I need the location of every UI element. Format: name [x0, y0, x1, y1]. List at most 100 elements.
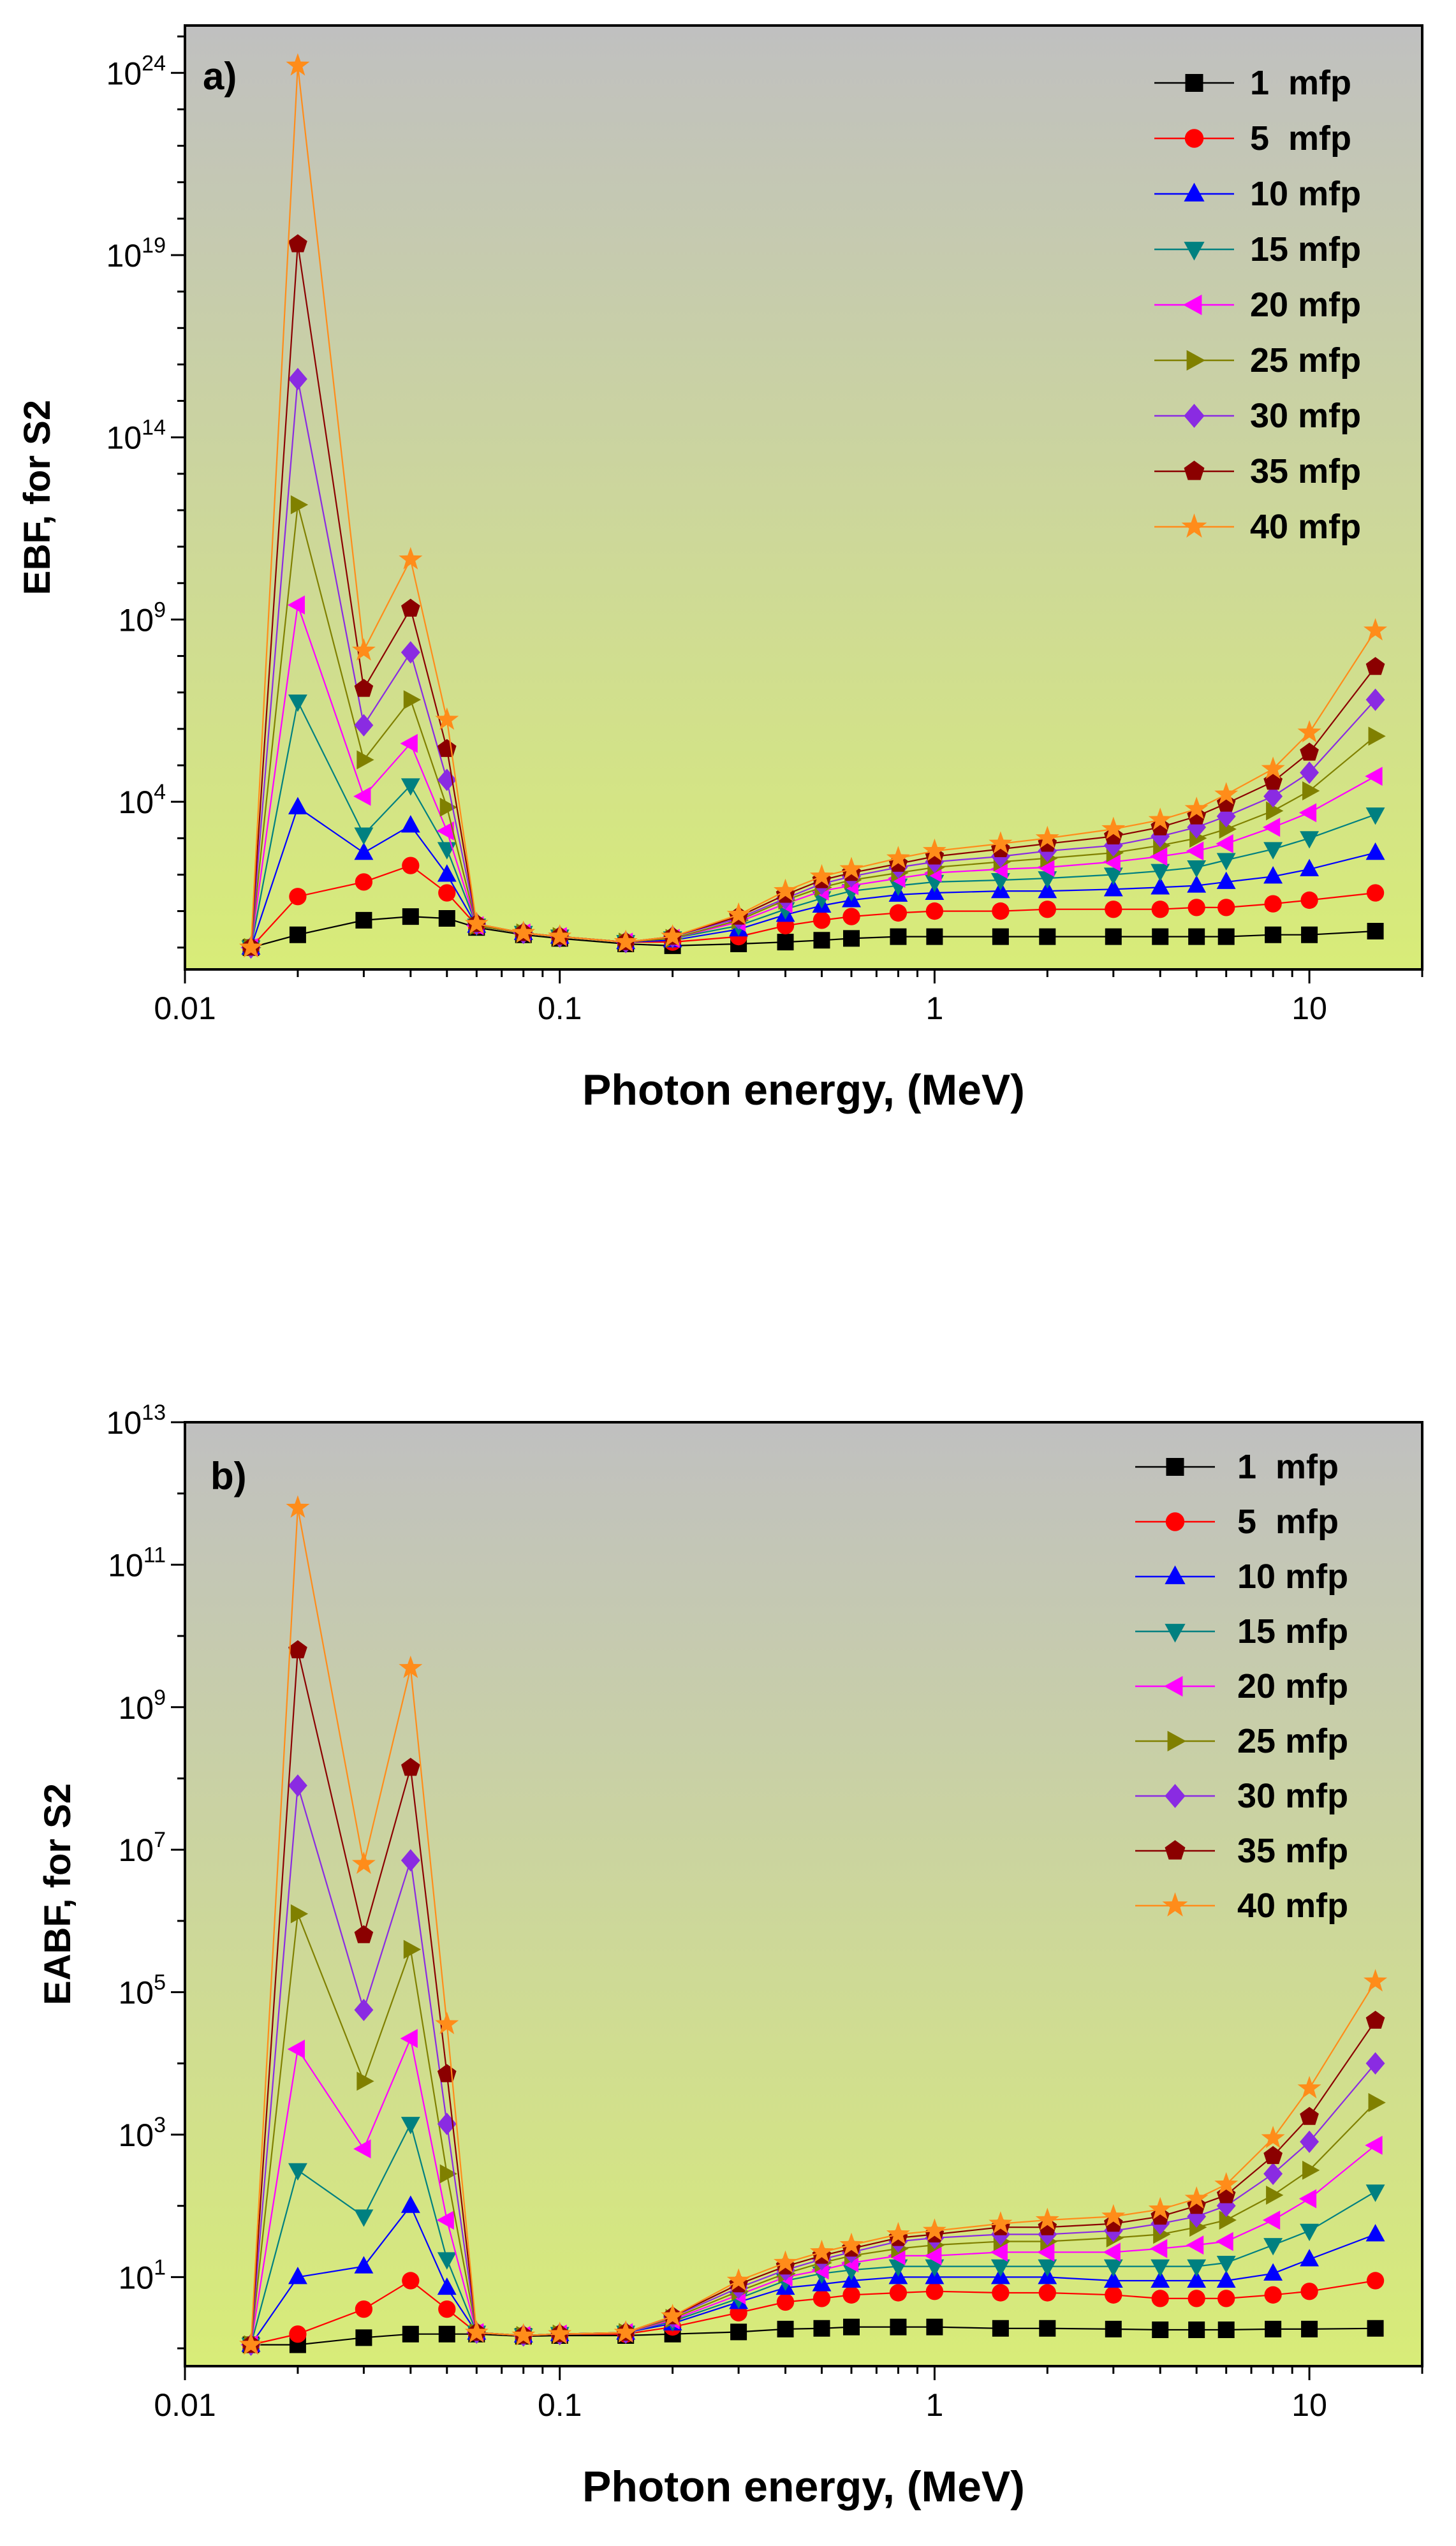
legend-entry: 20 mfp	[1154, 286, 1361, 324]
plot-area	[185, 26, 1422, 969]
data-point	[289, 888, 307, 906]
data-point	[1301, 926, 1318, 943]
data-point	[354, 842, 374, 860]
plot-area	[185, 1422, 1422, 2366]
data-point	[436, 821, 454, 841]
data-point	[1365, 2135, 1383, 2155]
data-point	[1105, 928, 1122, 945]
data-point	[355, 2329, 372, 2346]
data-point	[437, 2112, 457, 2135]
data-point	[435, 2012, 459, 2035]
data-point	[1188, 899, 1205, 916]
data-point	[354, 2256, 374, 2274]
legend-entry: 15 mfp	[1135, 1612, 1348, 1651]
legend-entry: 40 mfp	[1154, 508, 1361, 546]
legend-marker	[1164, 1675, 1183, 1697]
data-point	[1266, 2185, 1284, 2205]
data-point	[1367, 2320, 1384, 2337]
y-axis: 104 109 1014 1019 1024 EBF, for S2	[17, 35, 185, 949]
data-point	[438, 910, 455, 927]
data-point	[438, 2300, 456, 2318]
data-point	[1103, 867, 1123, 885]
data-point	[1151, 2290, 1169, 2307]
legend-entry: 15 mfp	[1154, 230, 1361, 269]
data-point	[1037, 858, 1055, 877]
data-point	[355, 911, 372, 929]
data-point	[288, 367, 307, 390]
legend-marker	[1165, 1512, 1185, 1531]
y-tick-label: 109	[118, 598, 166, 638]
data-point	[990, 2242, 1008, 2262]
legend-label: 5 mfp	[1250, 119, 1351, 158]
plot-frame	[184, 24, 1423, 971]
legend-label: 25 mfp	[1250, 341, 1361, 379]
data-point	[1038, 880, 1057, 899]
data-point	[1187, 875, 1207, 893]
data-point	[922, 838, 946, 862]
data-point	[1264, 895, 1282, 913]
legend-marker	[1165, 1624, 1186, 1643]
x-tick-label: 1	[925, 990, 943, 1026]
data-point	[287, 2039, 305, 2059]
legend-entry: 25 mfp	[1154, 341, 1361, 379]
y-axis-label: EBF, for S2	[17, 400, 58, 595]
data-point	[886, 846, 910, 869]
data-point	[403, 690, 422, 710]
data-point	[400, 733, 418, 753]
data-point	[511, 2323, 536, 2346]
data-point	[813, 911, 831, 929]
data-point	[1217, 2290, 1235, 2307]
data-point	[399, 1655, 423, 1679]
data-point	[1265, 926, 1282, 943]
legend-label: 40 mfp	[1250, 508, 1361, 546]
data-point	[1297, 720, 1321, 743]
data-point	[401, 598, 420, 617]
legend-marker	[1184, 404, 1205, 428]
data-point	[354, 1998, 374, 2022]
data-point	[239, 2332, 263, 2355]
legend-label: 15 mfp	[1237, 1612, 1348, 1651]
data-point	[1300, 891, 1318, 909]
data-point	[403, 1939, 422, 1959]
legend-marker	[1184, 242, 1205, 261]
data-point	[1365, 2184, 1385, 2202]
legend-entry: 20 mfp	[1135, 1667, 1348, 1705]
data-point	[464, 911, 489, 934]
legend-entry: 5 mfp	[1135, 1503, 1339, 1541]
legend-label: 35 mfp	[1250, 452, 1361, 490]
data-point	[1103, 2242, 1121, 2262]
data-point	[288, 1640, 307, 1659]
data-point	[842, 908, 860, 925]
data-point	[813, 2320, 830, 2337]
data-point	[1262, 2211, 1281, 2230]
legend-label: 25 mfp	[1237, 1722, 1348, 1760]
data-point	[401, 1758, 420, 1776]
data-point	[889, 904, 908, 922]
legend-marker	[1166, 1458, 1184, 1476]
data-point	[511, 920, 536, 943]
data-point	[1151, 864, 1170, 881]
data-point	[1151, 2259, 1170, 2277]
data-point	[286, 53, 310, 76]
data-point	[287, 595, 305, 615]
data-point	[1103, 2270, 1123, 2288]
legend-marker	[1165, 1784, 1186, 1808]
data-point	[1365, 842, 1385, 860]
data-point	[777, 2320, 794, 2337]
data-point	[1266, 801, 1284, 821]
data-point	[401, 1849, 420, 1872]
legend-label: 5 mfp	[1237, 1503, 1339, 1541]
data-point	[1301, 2320, 1318, 2337]
data-point	[839, 857, 864, 879]
data-point	[1302, 781, 1320, 800]
data-point	[290, 1904, 309, 1924]
data-point	[1264, 2286, 1282, 2304]
y-axis: 101 103 105 107 109 1011 1013 EABF, for S2	[37, 1401, 185, 2350]
data-point	[1263, 2145, 1283, 2165]
data-point	[730, 2323, 747, 2341]
x-axis: 0.01 0.1 1 10 Photon energy, (MeV)	[154, 969, 1423, 1114]
data-point	[288, 1774, 307, 1797]
data-point	[1186, 841, 1204, 861]
